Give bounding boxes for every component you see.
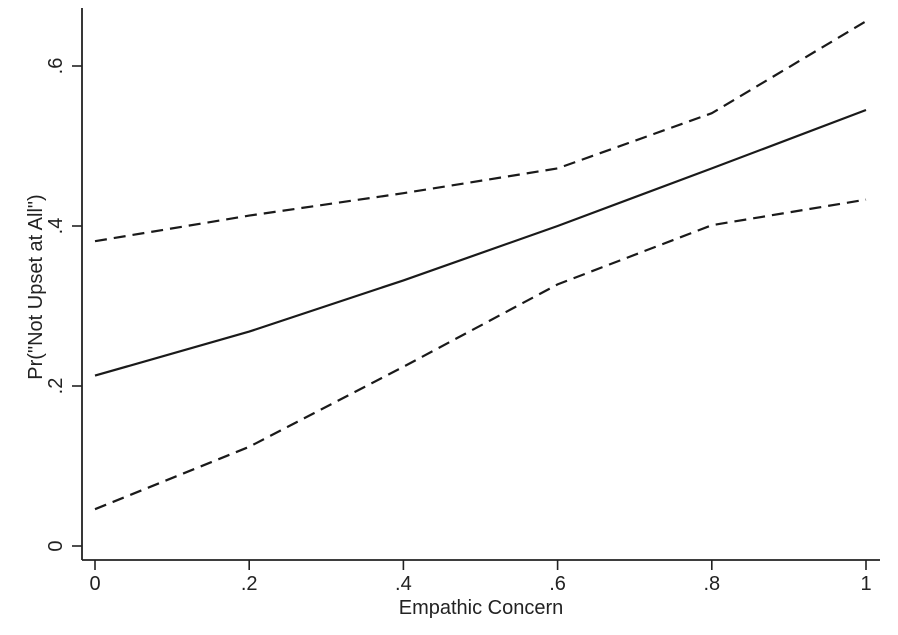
series-layer [94, 20, 867, 511]
x-axis-title: Empathic Concern [399, 597, 564, 619]
y-axis-title: Pr("Not Upset at All") [25, 194, 47, 379]
y-tick-label: .2 [45, 378, 67, 395]
y-tick-label: .6 [45, 58, 67, 75]
lower-ci-line [94, 198, 867, 511]
x-tick-label: .2 [241, 573, 258, 595]
x-tick-label: .6 [549, 573, 566, 595]
axes-layer [81, 8, 880, 561]
y-tick-label: 0 [45, 540, 67, 551]
upper-ci-line [94, 20, 867, 243]
estimate-line [94, 108, 867, 377]
x-tick-label: .8 [703, 573, 720, 595]
ticks-layer: 0 .2 .4 .6 .8 1 0 .2 .4 .6 [45, 58, 872, 595]
x-tick-label: 0 [89, 573, 100, 595]
y-tick-label: .4 [45, 218, 67, 235]
x-tick-label: .4 [395, 573, 412, 595]
x-tick-label: 1 [860, 573, 871, 595]
